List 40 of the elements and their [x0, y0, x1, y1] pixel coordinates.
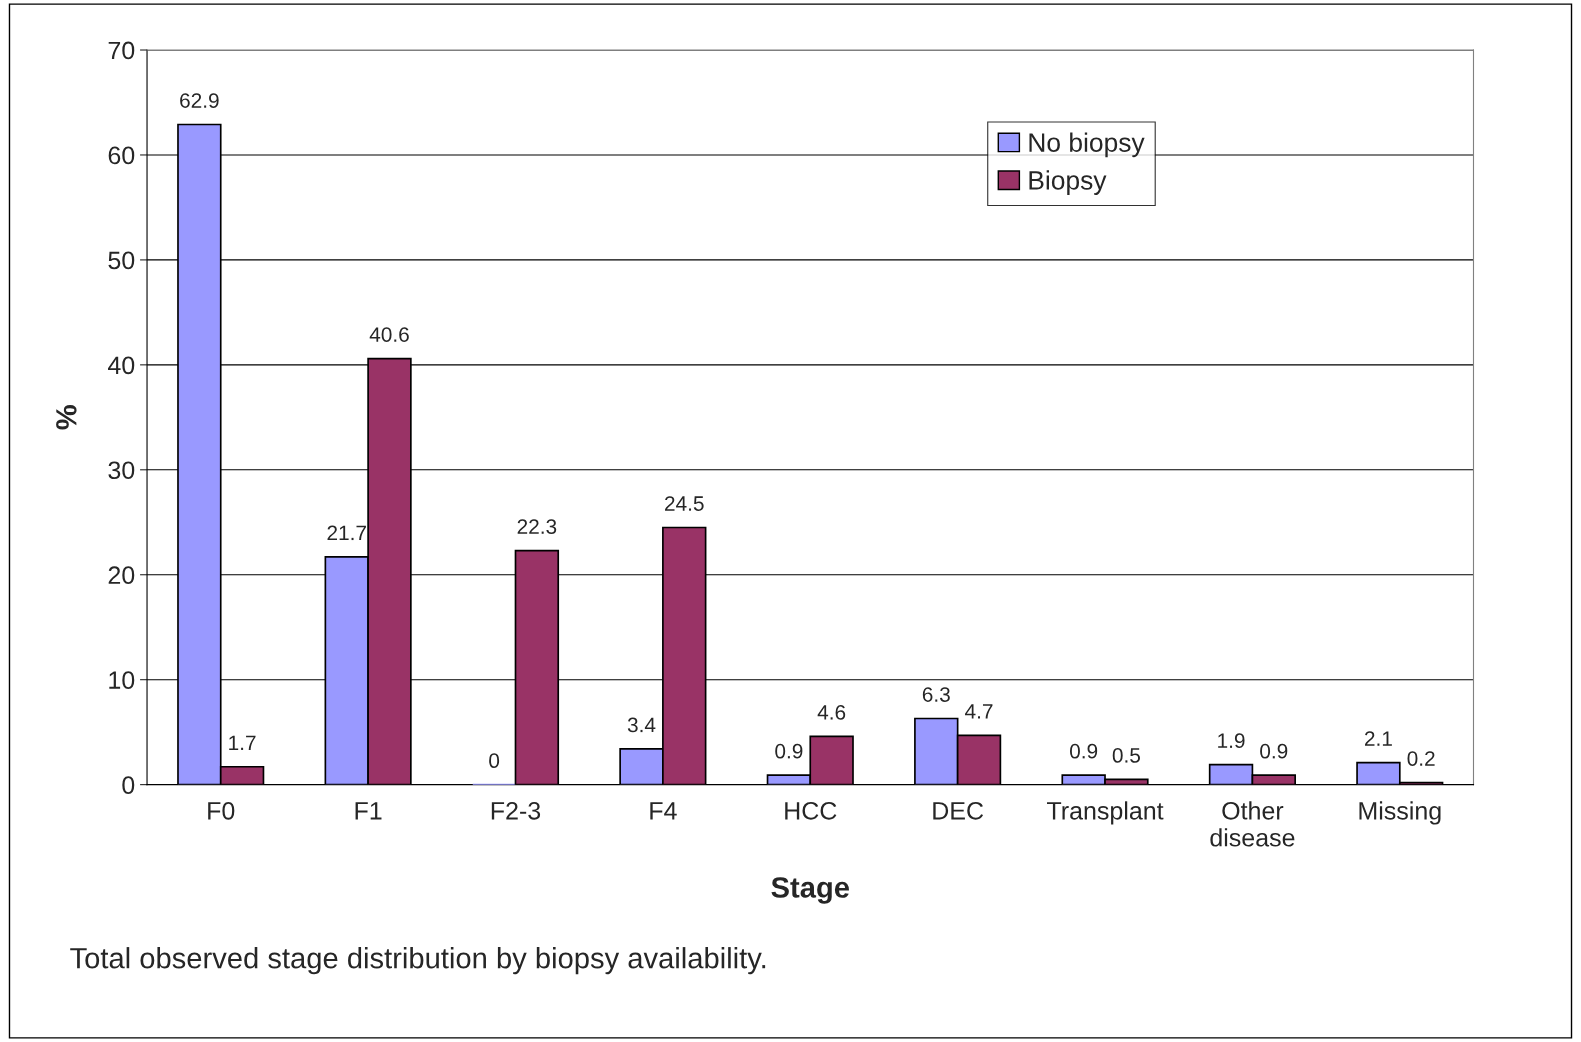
data-label: 0.9: [775, 743, 803, 759]
x-tick-label: DEC: [933, 801, 984, 820]
data-label: 2.1: [1365, 731, 1392, 746]
y-tick-label: 20: [108, 566, 135, 585]
data-label: 0.2: [1407, 751, 1435, 766]
data-label: 3.4: [627, 717, 656, 733]
data-label: 6.3: [922, 687, 950, 702]
data-label: 24.5: [665, 496, 704, 511]
x-tick-label: Other disease: [1210, 801, 1295, 847]
legend-label: No biopsy: [1029, 132, 1145, 158]
x-axis-title: Stage: [771, 877, 849, 904]
data-label: 0.9: [1260, 743, 1288, 759]
y-axis-title: %: [56, 405, 77, 430]
x-tick-label: F1: [355, 802, 382, 820]
data-label: 1.9: [1218, 733, 1245, 749]
x-tick-label: Missing: [1359, 801, 1441, 825]
x-tick-label: HCC: [785, 801, 837, 820]
text: Total observed stage distribution by biopsy availability.: [70, 947, 766, 975]
data-label: 0.5: [1112, 748, 1141, 763]
data-label: 0.9: [1070, 743, 1098, 759]
y-tick-label: 10: [109, 671, 135, 689]
data-label: 4.6: [817, 704, 846, 720]
data-label: 0: [489, 753, 500, 769]
y-tick-label: 70: [108, 41, 135, 60]
data-label: 22.3: [517, 519, 557, 534]
y-tick-label: 40: [108, 356, 135, 375]
data-label: 62.9: [180, 93, 219, 108]
data-label: 21.7: [327, 525, 366, 541]
x-tick-label: F0: [208, 801, 235, 820]
legend-label: Biopsy: [1029, 170, 1107, 195]
y-tick-label: 0: [122, 776, 135, 794]
data-label: 4.7: [965, 704, 993, 719]
data-label: 40.6: [369, 327, 409, 342]
y-tick-label: 50: [108, 251, 135, 270]
y-tick-label: 30: [108, 461, 135, 480]
y-tick-label: 60: [108, 146, 135, 165]
x-tick-label: Transplant: [1047, 801, 1164, 825]
data-label: 1.7: [229, 735, 256, 750]
x-tick-label: F2-3: [491, 801, 541, 820]
x-tick-label: F4: [650, 802, 677, 820]
